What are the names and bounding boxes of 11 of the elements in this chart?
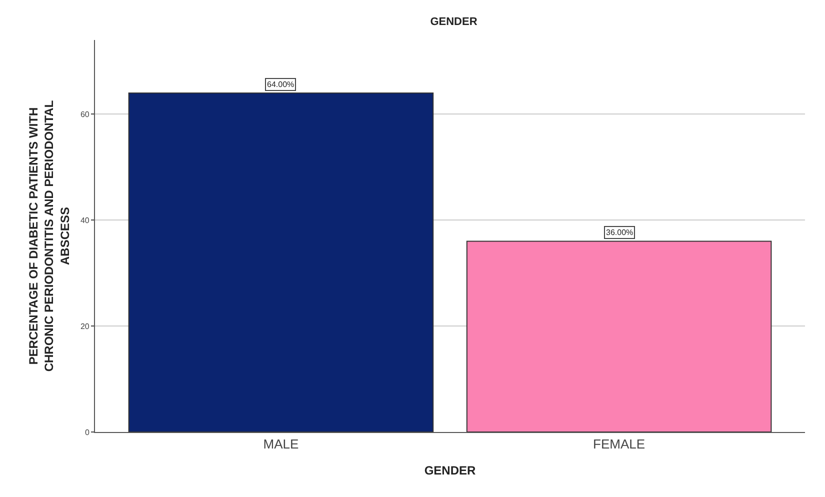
- data-label: 64.00%: [267, 80, 294, 89]
- x-tick-label: MALE: [263, 436, 299, 452]
- y-tick-label: 40: [80, 216, 90, 225]
- y-tick-label: 20: [80, 322, 90, 331]
- y-tick-label: 0: [84, 428, 90, 437]
- y-tick-label: 60: [80, 110, 90, 119]
- y-axis-title: PERCENTAGE OF DIABETIC PATIENTS WITH CHRONIC PERIODONTITIS AND PERIODONTAL ABSCESS: [26, 100, 72, 372]
- x-axis-title: GENDER: [424, 464, 476, 478]
- data-label: 36.00%: [606, 228, 634, 237]
- x-tick-label: FEMALE: [593, 436, 646, 452]
- chart-title: GENDER: [430, 16, 478, 28]
